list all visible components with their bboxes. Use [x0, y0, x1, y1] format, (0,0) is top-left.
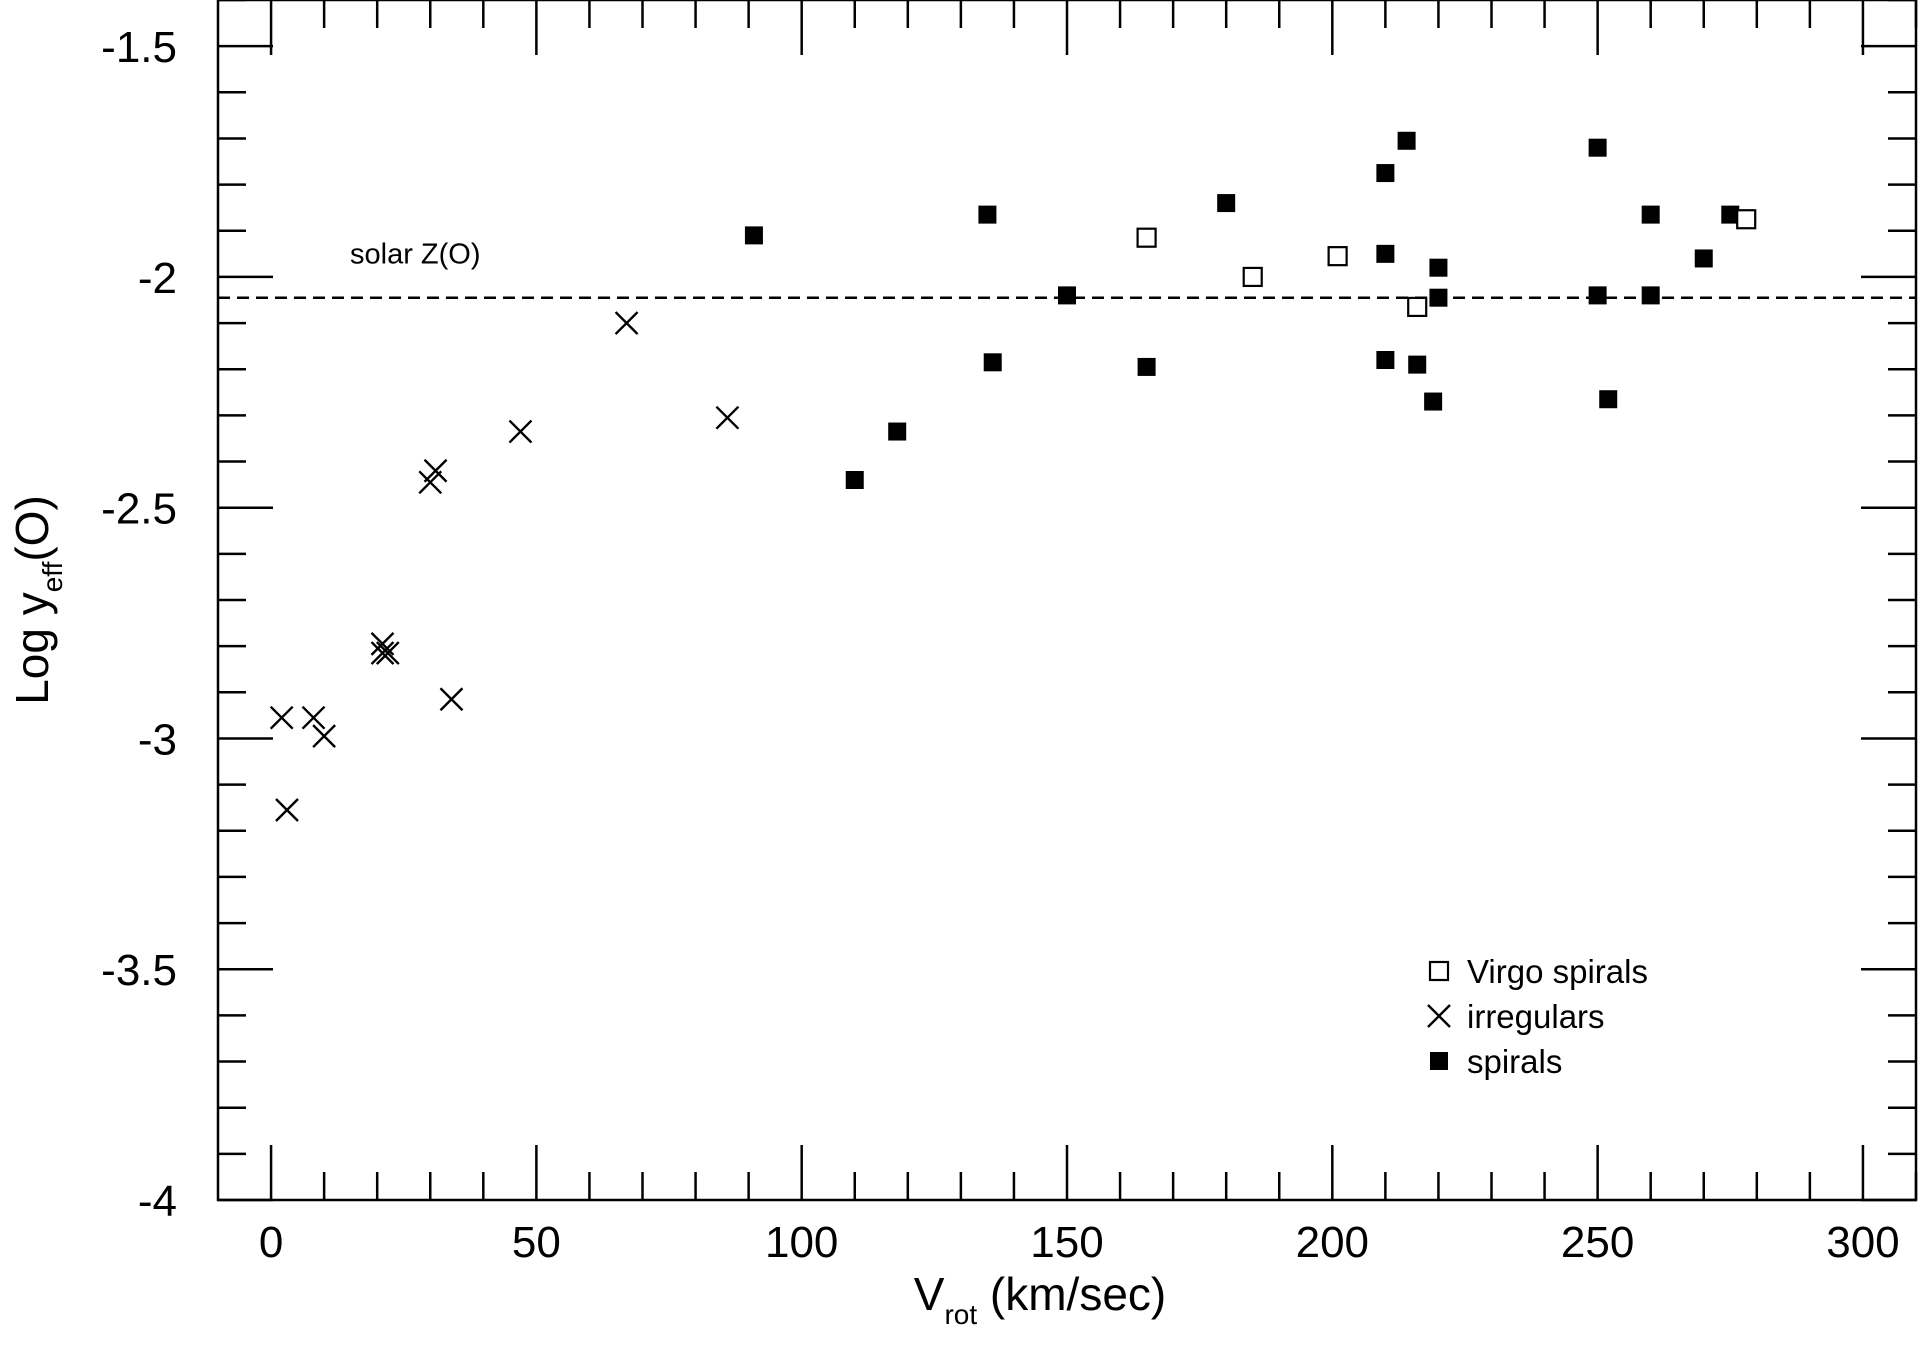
- spirals-point: [978, 205, 997, 224]
- x-tick-label: 0: [259, 1218, 283, 1267]
- irregulars-point: [418, 470, 443, 495]
- spirals-point: [1641, 286, 1660, 305]
- spirals-point: [1376, 164, 1395, 183]
- x-tick-label: 150: [1030, 1218, 1103, 1267]
- x-tick-label: 50: [512, 1218, 561, 1267]
- x-tick-label: 300: [1826, 1218, 1899, 1267]
- plot-frame: [216, 0, 1918, 1202]
- y-tick-label: -2.5: [101, 485, 177, 534]
- spirals-point: [983, 353, 1002, 372]
- data-points: [269, 131, 1757, 822]
- virgo-spirals-point: [1242, 266, 1263, 288]
- y-axis-title: Log yeff(O): [6, 495, 68, 705]
- irregulars-point: [508, 419, 533, 444]
- legend: Virgo spirals irregulars spirals: [1427, 953, 1648, 1080]
- irregulars-point: [423, 458, 448, 483]
- spirals-point: [1376, 244, 1395, 263]
- y-axis-title-main: Log y: [6, 592, 58, 705]
- spirals-point: [1721, 205, 1740, 224]
- solar-reference-label: solar Z(O): [350, 239, 481, 271]
- virgo-spirals-point: [1136, 227, 1157, 248]
- irregulars-point: [614, 311, 639, 335]
- spirals-point: [1058, 286, 1076, 305]
- legend-label-irregulars: irregulars: [1467, 998, 1605, 1035]
- x-tick-label: 200: [1296, 1218, 1369, 1267]
- legend-marker-irregulars: [1427, 1004, 1451, 1028]
- spirals-point: [1137, 357, 1156, 376]
- irregulars-point: [312, 724, 336, 749]
- x-axis-title-main: V: [914, 1268, 945, 1320]
- y-axis-title-sub: eff: [37, 561, 68, 592]
- legend-marker-virgo-spirals: [1428, 960, 1450, 982]
- virgo-spirals-point: [1736, 209, 1757, 230]
- spirals-point: [1217, 194, 1236, 213]
- irregulars-point: [375, 641, 400, 665]
- spirals-point: [1641, 205, 1660, 224]
- y-tick-label: -4: [138, 1177, 177, 1226]
- irregulars-point: [370, 641, 395, 665]
- spirals-point: [1424, 392, 1443, 411]
- spirals-point: [744, 226, 763, 245]
- x-tick-label: 250: [1561, 1218, 1634, 1267]
- spirals-point: [1429, 288, 1448, 307]
- axis-ticks: [218, 0, 1918, 1202]
- irregulars-point: [715, 405, 740, 430]
- x-axis-title: Vrot (km/sec): [914, 1268, 1166, 1330]
- virgo-spirals-point: [1327, 246, 1348, 267]
- virgo-spirals-point: [1407, 296, 1428, 318]
- legend-label-virgo-spirals: Virgo spirals: [1467, 953, 1648, 990]
- y-axis-title-rest: (O): [6, 495, 58, 561]
- y-tick-label: -2: [138, 254, 177, 303]
- y-tick-label: -1.5: [101, 23, 177, 72]
- irregulars-point: [269, 705, 294, 730]
- irregulars-point: [301, 705, 326, 730]
- x-tick-label: 100: [765, 1218, 838, 1267]
- spirals-point: [845, 471, 864, 489]
- spirals-point: [1429, 258, 1448, 277]
- y-tick-label: -3.5: [101, 946, 177, 995]
- spirals-point: [1397, 131, 1416, 150]
- axis-tick-labels: 0 50 100 150 200 250 300 -1.5 -2 -2.5 -3 -3.5 -4: [101, 23, 1899, 1267]
- y-tick-label: -3: [138, 715, 177, 764]
- x-axis-title-sub: rot: [944, 1299, 977, 1330]
- legend-label-spirals: spirals: [1467, 1043, 1562, 1080]
- spirals-point: [1599, 390, 1618, 409]
- irregulars-point: [439, 687, 464, 712]
- spirals-point: [1588, 286, 1607, 305]
- spirals-point: [1694, 249, 1713, 268]
- irregulars-point: [275, 798, 299, 822]
- x-axis-title-rest: (km/sec): [977, 1268, 1166, 1320]
- spirals-point: [1408, 355, 1427, 374]
- legend-marker-spirals: [1430, 1052, 1448, 1070]
- spirals-point: [888, 422, 907, 441]
- spirals-point: [1376, 351, 1395, 369]
- spirals-point: [1588, 138, 1607, 157]
